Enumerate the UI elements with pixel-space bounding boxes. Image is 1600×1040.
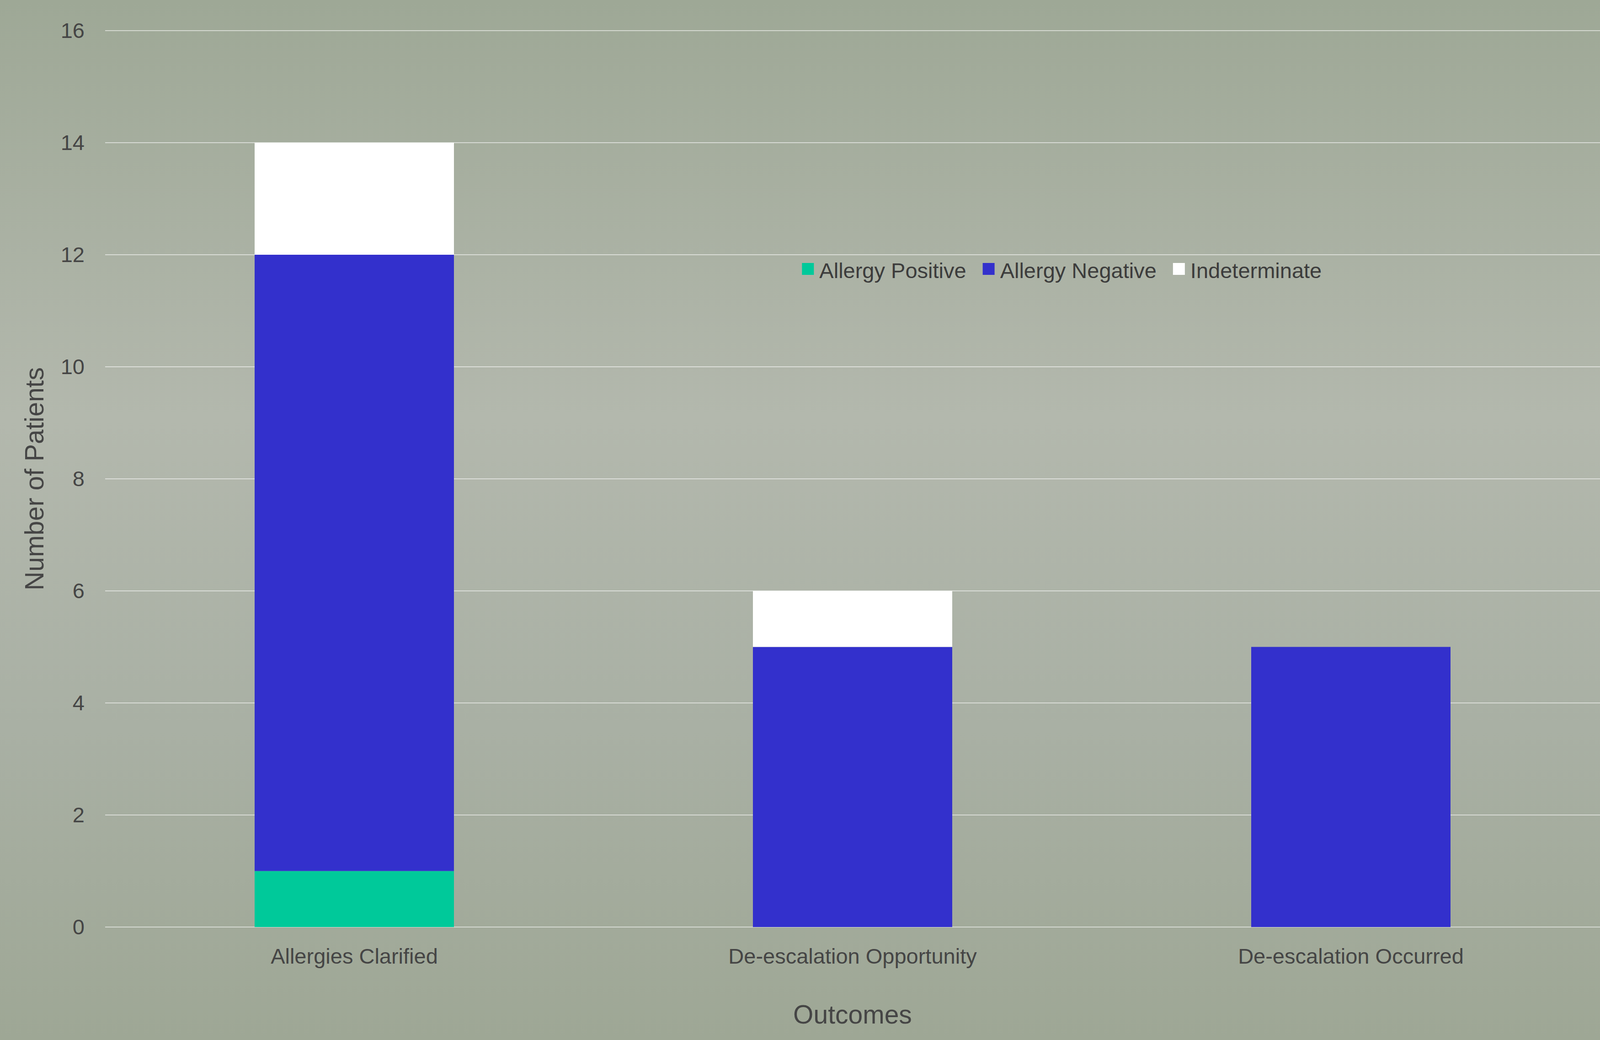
y-tick-label: 8 bbox=[72, 466, 85, 491]
bars bbox=[254, 142, 1451, 927]
legend-label: Indeterminate bbox=[1190, 258, 1322, 283]
y-tick-label: 16 bbox=[60, 18, 85, 43]
legend-swatch bbox=[982, 262, 995, 275]
x-tick-label: De-escalation Opportunity bbox=[728, 943, 977, 968]
bar-segment bbox=[254, 254, 454, 871]
y-tick-label: 4 bbox=[72, 690, 85, 715]
bar-segment bbox=[254, 142, 454, 255]
y-tick-label: 6 bbox=[72, 578, 85, 603]
bar-segment bbox=[1251, 646, 1451, 928]
x-tick-label: De-escalation Occurred bbox=[1237, 943, 1464, 968]
legend-label: Allergy Negative bbox=[1000, 258, 1157, 283]
x-axis-title: Outcomes bbox=[793, 999, 912, 1029]
y-tick-label: 12 bbox=[60, 242, 85, 267]
y-tick-label: 14 bbox=[60, 130, 85, 155]
y-tick-label: 2 bbox=[72, 802, 85, 827]
bar-segment bbox=[752, 590, 953, 647]
y-tick-label: 10 bbox=[60, 354, 85, 379]
bar-segment bbox=[752, 646, 953, 928]
grid-line bbox=[105, 30, 1600, 32]
legend-label: Allergy Positive bbox=[819, 258, 966, 283]
legend-swatch bbox=[801, 262, 814, 275]
legend: Allergy Positive Allergy Negative Indeterm… bbox=[801, 258, 1322, 283]
x-tick-label: Allergies Clarified bbox=[270, 943, 438, 968]
y-axis-title: Number of Patients bbox=[19, 367, 49, 591]
bar-segment bbox=[1251, 646, 1451, 647]
chart: 0 2 4 6 8 10 12 14 16 Allergies Clarified De-escal… bbox=[0, 0, 1600, 1040]
y-tick-label: 0 bbox=[72, 914, 85, 939]
grid bbox=[105, 30, 1600, 927]
bar-segment bbox=[254, 870, 454, 928]
legend-swatch bbox=[1173, 262, 1185, 275]
